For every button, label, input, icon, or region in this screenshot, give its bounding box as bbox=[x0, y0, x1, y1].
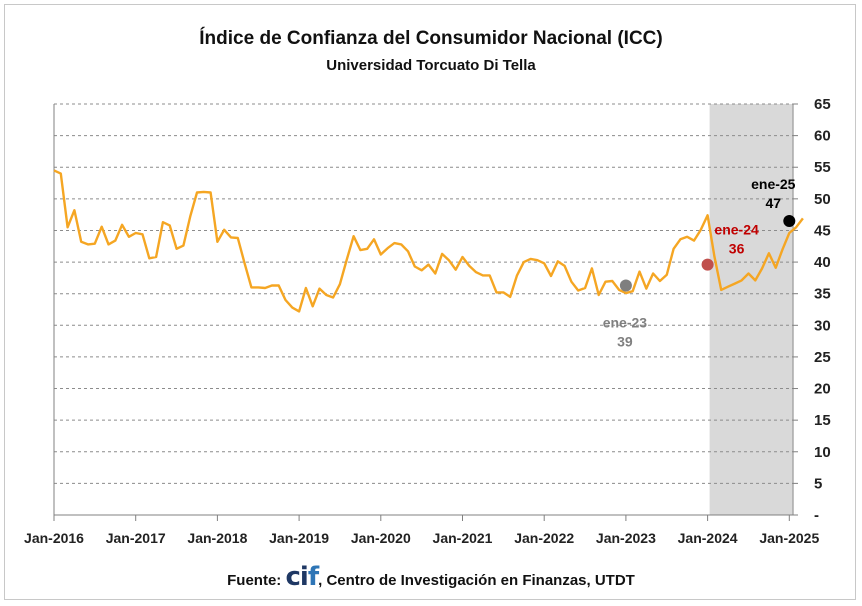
x-tick-label: Jan-2019 bbox=[269, 530, 329, 546]
annotation-label: ene-25 bbox=[751, 176, 796, 192]
y-tick-label: 45 bbox=[814, 222, 831, 239]
x-tick-label: Jan-2016 bbox=[24, 530, 84, 546]
x-tick-label: Jan-2021 bbox=[433, 530, 493, 546]
y-tick-label: 15 bbox=[814, 412, 831, 429]
x-tick-label: Jan-2018 bbox=[187, 530, 247, 546]
annotation-value: 36 bbox=[729, 241, 745, 257]
shaded-region bbox=[709, 104, 793, 515]
annotation-value: 39 bbox=[617, 333, 633, 349]
x-tick-label: Jan-2020 bbox=[351, 530, 411, 546]
y-tick-label: 60 bbox=[814, 128, 831, 145]
y-tick-label: 65 bbox=[814, 96, 831, 113]
chart-title: Índice de Confianza del Consumidor Nacio… bbox=[199, 28, 663, 49]
y-tick-label: 40 bbox=[814, 254, 831, 271]
y-tick-label: 35 bbox=[814, 286, 831, 303]
chart-subtitle: Universidad Torcuato Di Tella bbox=[326, 57, 536, 74]
y-tick-label: 25 bbox=[814, 349, 831, 366]
marker-ene-25 bbox=[783, 214, 796, 227]
y-tick-label: 10 bbox=[814, 444, 831, 461]
x-tick-label: Jan-2024 bbox=[678, 530, 738, 546]
source-text: , Centro de Investigación en Finanzas, U… bbox=[318, 572, 635, 589]
x-tick-label: Jan-2023 bbox=[596, 530, 656, 546]
x-tick-label: Jan-2025 bbox=[759, 530, 819, 546]
annotation-label: ene-23 bbox=[603, 314, 648, 330]
y-tick-label: 20 bbox=[814, 381, 831, 398]
marker-ene-24 bbox=[701, 258, 714, 271]
cif-logo: cif bbox=[285, 562, 319, 592]
y-tick-label: 55 bbox=[814, 159, 831, 176]
annotation-label: ene-24 bbox=[714, 222, 759, 238]
source-prefix: Fuente: bbox=[227, 572, 282, 589]
y-tick-label: 5 bbox=[814, 475, 822, 492]
x-tick-label: Jan-2017 bbox=[106, 530, 166, 546]
chart-source: Fuente: cif, Centro de Investigación en … bbox=[0, 562, 862, 592]
annotation-value: 47 bbox=[766, 195, 782, 211]
x-tick-label: Jan-2022 bbox=[514, 530, 574, 546]
y-tick-label: 50 bbox=[814, 191, 831, 208]
marker-ene-23 bbox=[619, 279, 632, 292]
y-tick-label: - bbox=[814, 507, 819, 524]
icc-series-line bbox=[53, 169, 804, 313]
y-tick-label: 30 bbox=[814, 317, 831, 334]
